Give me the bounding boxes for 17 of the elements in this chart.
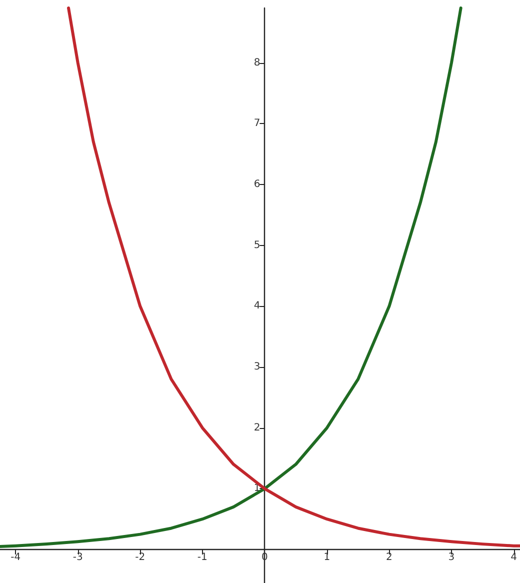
y-tick-label: 5 bbox=[254, 240, 260, 251]
line-series bbox=[67, 6, 520, 548]
x-tick-label: 1 bbox=[324, 552, 330, 563]
y-tick-label: 2 bbox=[254, 422, 260, 434]
x-tick-label: 2 bbox=[386, 552, 392, 563]
y-tick-label: 7 bbox=[254, 118, 260, 130]
x-tick-label: -4 bbox=[10, 552, 21, 563]
x-tick-label: -2 bbox=[135, 552, 146, 563]
x-tick-label: 4 bbox=[510, 552, 517, 563]
y-tick-label: 6 bbox=[254, 178, 260, 190]
y-tick-label: 3 bbox=[254, 361, 260, 372]
x-tick-label: 3 bbox=[448, 552, 455, 563]
x-tick-label: -3 bbox=[72, 552, 83, 563]
y-tick-label: 4 bbox=[254, 300, 260, 312]
y-tick-label: 8 bbox=[254, 57, 260, 68]
x-tick-label: -1 bbox=[197, 552, 208, 563]
line-series bbox=[0, 6, 462, 548]
